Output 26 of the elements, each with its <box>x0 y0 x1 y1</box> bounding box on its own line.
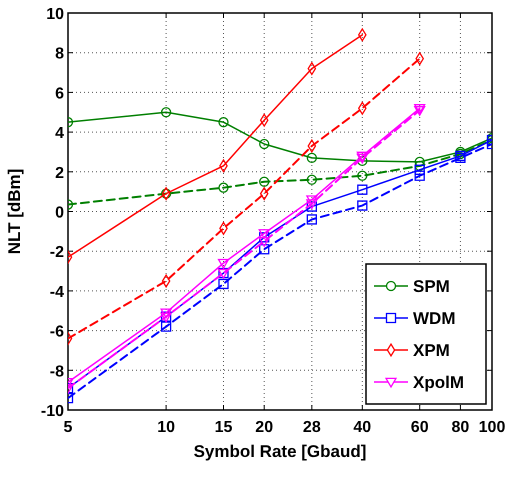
x-tick-label: 20 <box>255 419 274 436</box>
legend-label: XPM <box>413 341 450 360</box>
legend-label: SPM <box>413 277 450 296</box>
y-tick-label: 10 <box>46 6 64 23</box>
y-tick-label: 2 <box>55 164 64 182</box>
x-tick-label: 80 <box>452 419 470 436</box>
y-axis-title: NLT [dBm] <box>5 168 24 254</box>
x-axis-title: Symbol Rate [Gbaud] <box>194 442 366 461</box>
x-tick-label: 60 <box>410 419 429 436</box>
y-tick-label: 4 <box>55 125 64 142</box>
y-tick-label: -4 <box>50 284 64 301</box>
y-tick-label: 8 <box>55 46 64 63</box>
x-tick-label: 10 <box>157 419 176 436</box>
y-tick-label: -8 <box>50 363 64 380</box>
y-tick-label: 6 <box>55 85 64 102</box>
legend-label: XpolM <box>413 373 464 392</box>
y-tick-label: 0 <box>55 204 64 222</box>
y-tick-label: -10 <box>40 403 64 420</box>
y-tick-label: -2 <box>50 244 64 262</box>
x-tick-label: 5 <box>64 419 73 436</box>
x-tick-label: 40 <box>353 419 372 436</box>
y-tick-label: -6 <box>50 324 64 341</box>
x-tick-label: 15 <box>214 419 232 436</box>
x-tick-label: 28 <box>302 419 321 436</box>
legend-label: WDM <box>413 309 456 328</box>
x-tick-label: 100 <box>478 419 506 436</box>
